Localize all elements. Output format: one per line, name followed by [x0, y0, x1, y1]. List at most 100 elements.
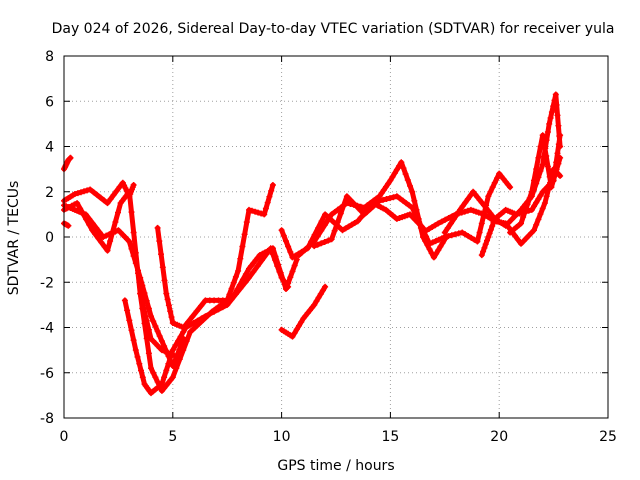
- data-point: [522, 207, 529, 214]
- data-point: [343, 193, 350, 200]
- data-point: [400, 165, 407, 172]
- data-point: [554, 150, 561, 157]
- data-point: [478, 220, 485, 227]
- data-point: [139, 374, 146, 381]
- data-point: [444, 225, 451, 231]
- data-point: [528, 206, 535, 213]
- data-point: [423, 233, 430, 240]
- data-point: [132, 249, 139, 256]
- data-point: [161, 343, 168, 350]
- satellite-track-1: [61, 179, 137, 207]
- data-point: [391, 170, 398, 177]
- data-point: [459, 203, 466, 210]
- data-point: [518, 220, 524, 227]
- data-point: [319, 287, 326, 294]
- data-point: [426, 246, 433, 253]
- data-point: [432, 222, 439, 229]
- data-point: [103, 232, 110, 239]
- satellite-track-16: [61, 220, 72, 229]
- data-point: [224, 297, 231, 304]
- satellite-track-7: [278, 283, 329, 340]
- data-point: [429, 239, 436, 246]
- data-point: [152, 323, 159, 330]
- data-point: [482, 241, 489, 248]
- data-point: [328, 211, 335, 218]
- data-point: [287, 248, 294, 255]
- data-point: [494, 175, 500, 182]
- data-point: [93, 224, 100, 231]
- data-point: [187, 329, 194, 335]
- data-point: [357, 207, 364, 214]
- data-point: [533, 166, 540, 173]
- data-point: [113, 187, 120, 194]
- data-point: [156, 238, 163, 245]
- data-point: [462, 199, 469, 206]
- x-axis-title: GPS time / hours: [277, 458, 394, 474]
- data-point: [389, 173, 396, 180]
- data-point: [476, 229, 483, 236]
- data-point: [135, 270, 141, 277]
- data-point: [318, 227, 325, 234]
- data-point: [380, 196, 386, 203]
- data-point: [137, 290, 144, 297]
- data-point: [183, 338, 190, 345]
- data-point: [468, 234, 475, 241]
- data-point: [98, 239, 105, 246]
- data-point: [259, 257, 265, 264]
- data-point: [296, 252, 302, 259]
- x-tick-label: 20: [490, 429, 508, 445]
- data-point: [246, 206, 252, 213]
- data-point: [78, 189, 84, 196]
- data-point: [550, 178, 557, 185]
- data-point: [487, 188, 494, 195]
- data-point: [107, 238, 114, 245]
- data-point: [555, 160, 562, 167]
- data-point: [158, 347, 165, 354]
- data-point: [556, 133, 563, 140]
- data-point: [452, 231, 459, 238]
- data-point: [508, 216, 515, 223]
- data-point: [289, 268, 296, 275]
- data-point: [537, 192, 544, 199]
- series-line: [155, 182, 276, 330]
- data-point: [209, 308, 215, 315]
- data-point: [228, 285, 235, 292]
- x-tick-label: 25: [599, 429, 617, 445]
- axis-ticks: [63, 55, 609, 419]
- data-point: [438, 218, 445, 225]
- data-point: [230, 279, 237, 286]
- gridlines: [64, 56, 608, 418]
- data-point: [491, 179, 498, 186]
- data-point: [130, 182, 137, 188]
- data-point: [285, 280, 292, 287]
- data-point: [104, 200, 111, 207]
- data-point: [555, 122, 562, 129]
- data-point: [511, 213, 518, 220]
- data-point: [387, 195, 393, 202]
- data-point: [322, 283, 329, 290]
- data-point: [325, 237, 332, 244]
- data-point: [481, 244, 488, 251]
- data-point: [110, 191, 117, 198]
- data-point: [541, 142, 548, 149]
- data-point: [339, 227, 346, 234]
- data-point: [467, 192, 474, 199]
- satellite-track-6: [154, 182, 276, 331]
- data-point: [280, 277, 287, 284]
- data-point: [445, 233, 452, 240]
- data-point: [250, 268, 257, 275]
- data-point: [402, 171, 409, 178]
- data-point: [128, 327, 135, 334]
- data-point: [246, 274, 252, 281]
- data-point: [539, 205, 546, 212]
- data-point: [337, 210, 344, 217]
- data-point: [313, 298, 320, 305]
- data-point: [457, 206, 463, 213]
- data-point: [161, 277, 168, 284]
- data-point: [314, 241, 321, 248]
- data-point: [175, 338, 181, 345]
- data-point: [409, 204, 416, 211]
- data-point: [531, 227, 537, 234]
- data-point: [541, 200, 548, 207]
- y-tick-label: 4: [45, 140, 54, 156]
